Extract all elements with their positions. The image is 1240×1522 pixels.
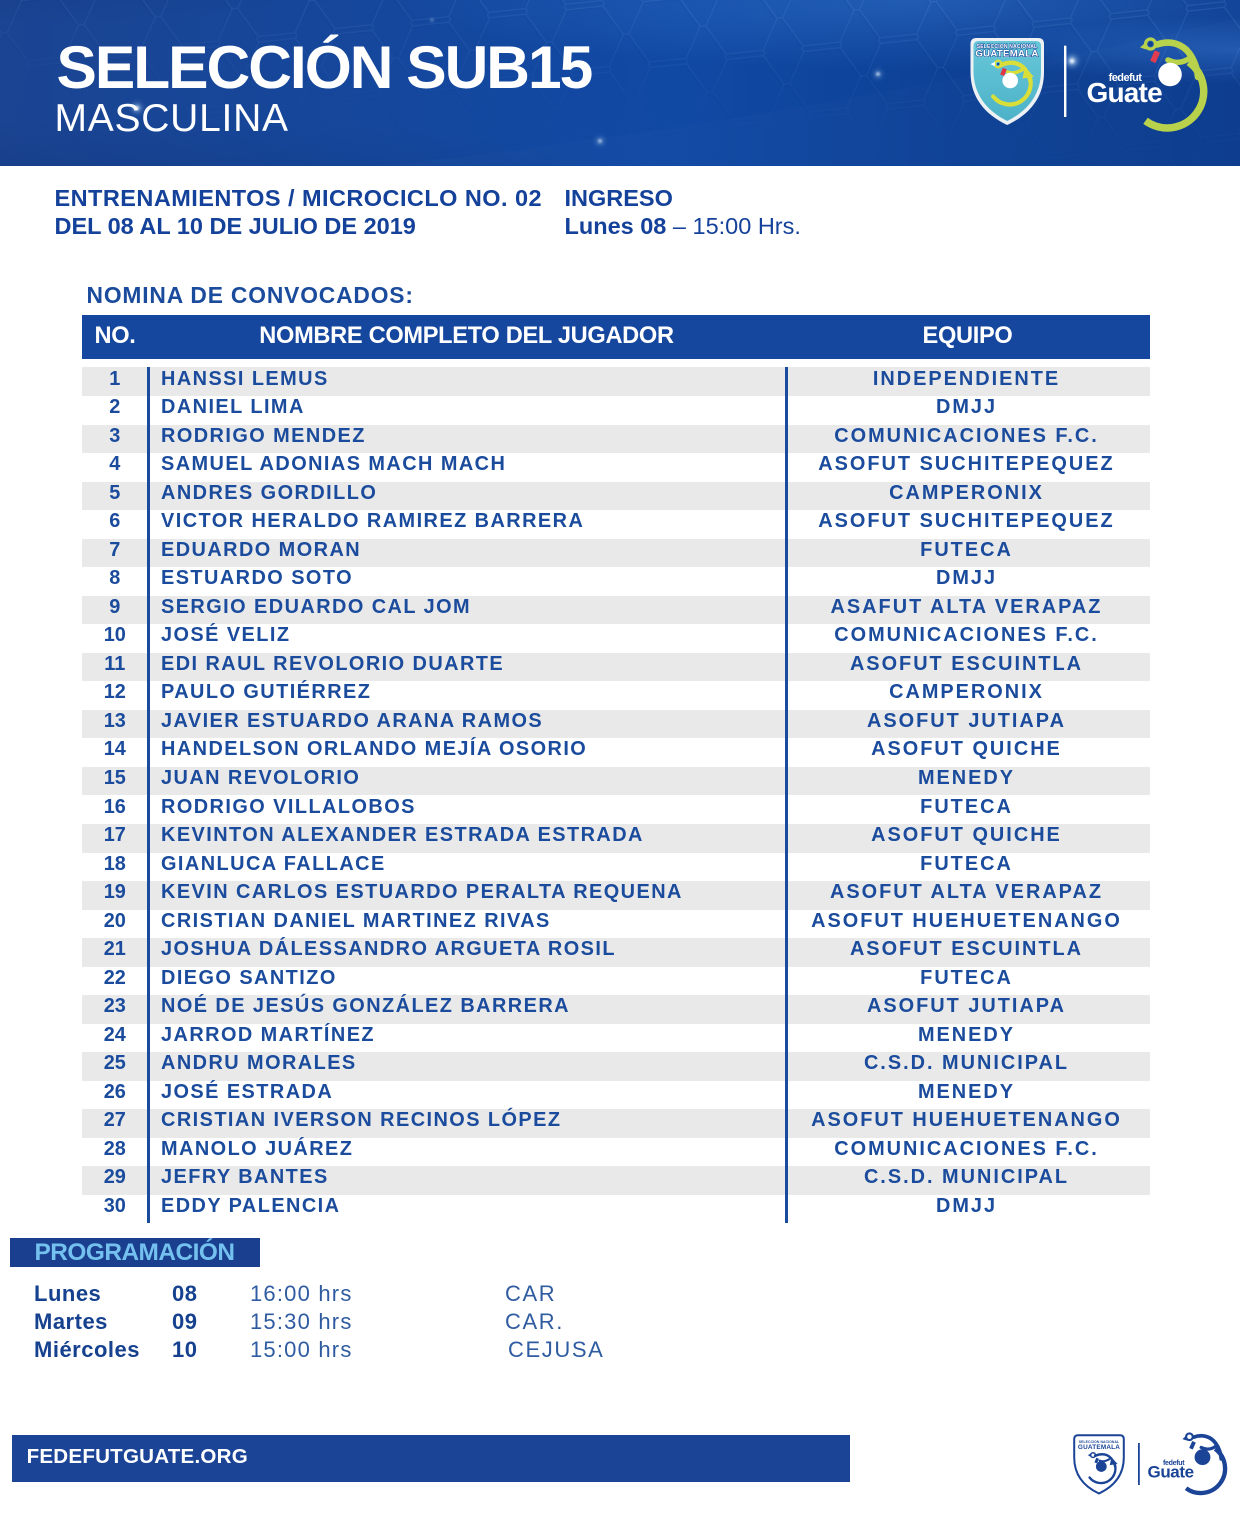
svg-text:SELECCION NACIONAL: SELECCION NACIONAL [977,44,1038,50]
svg-text:GUATEMALA: GUATEMALA [1078,1444,1120,1451]
svg-text:fedefut: fedefut [1163,1460,1185,1467]
svg-text:GUATEMALA: GUATEMALA [975,48,1038,59]
svg-text:Guate: Guate [1148,1463,1194,1482]
svg-text:SELECCION NACIONAL: SELECCION NACIONAL [1079,1440,1119,1444]
